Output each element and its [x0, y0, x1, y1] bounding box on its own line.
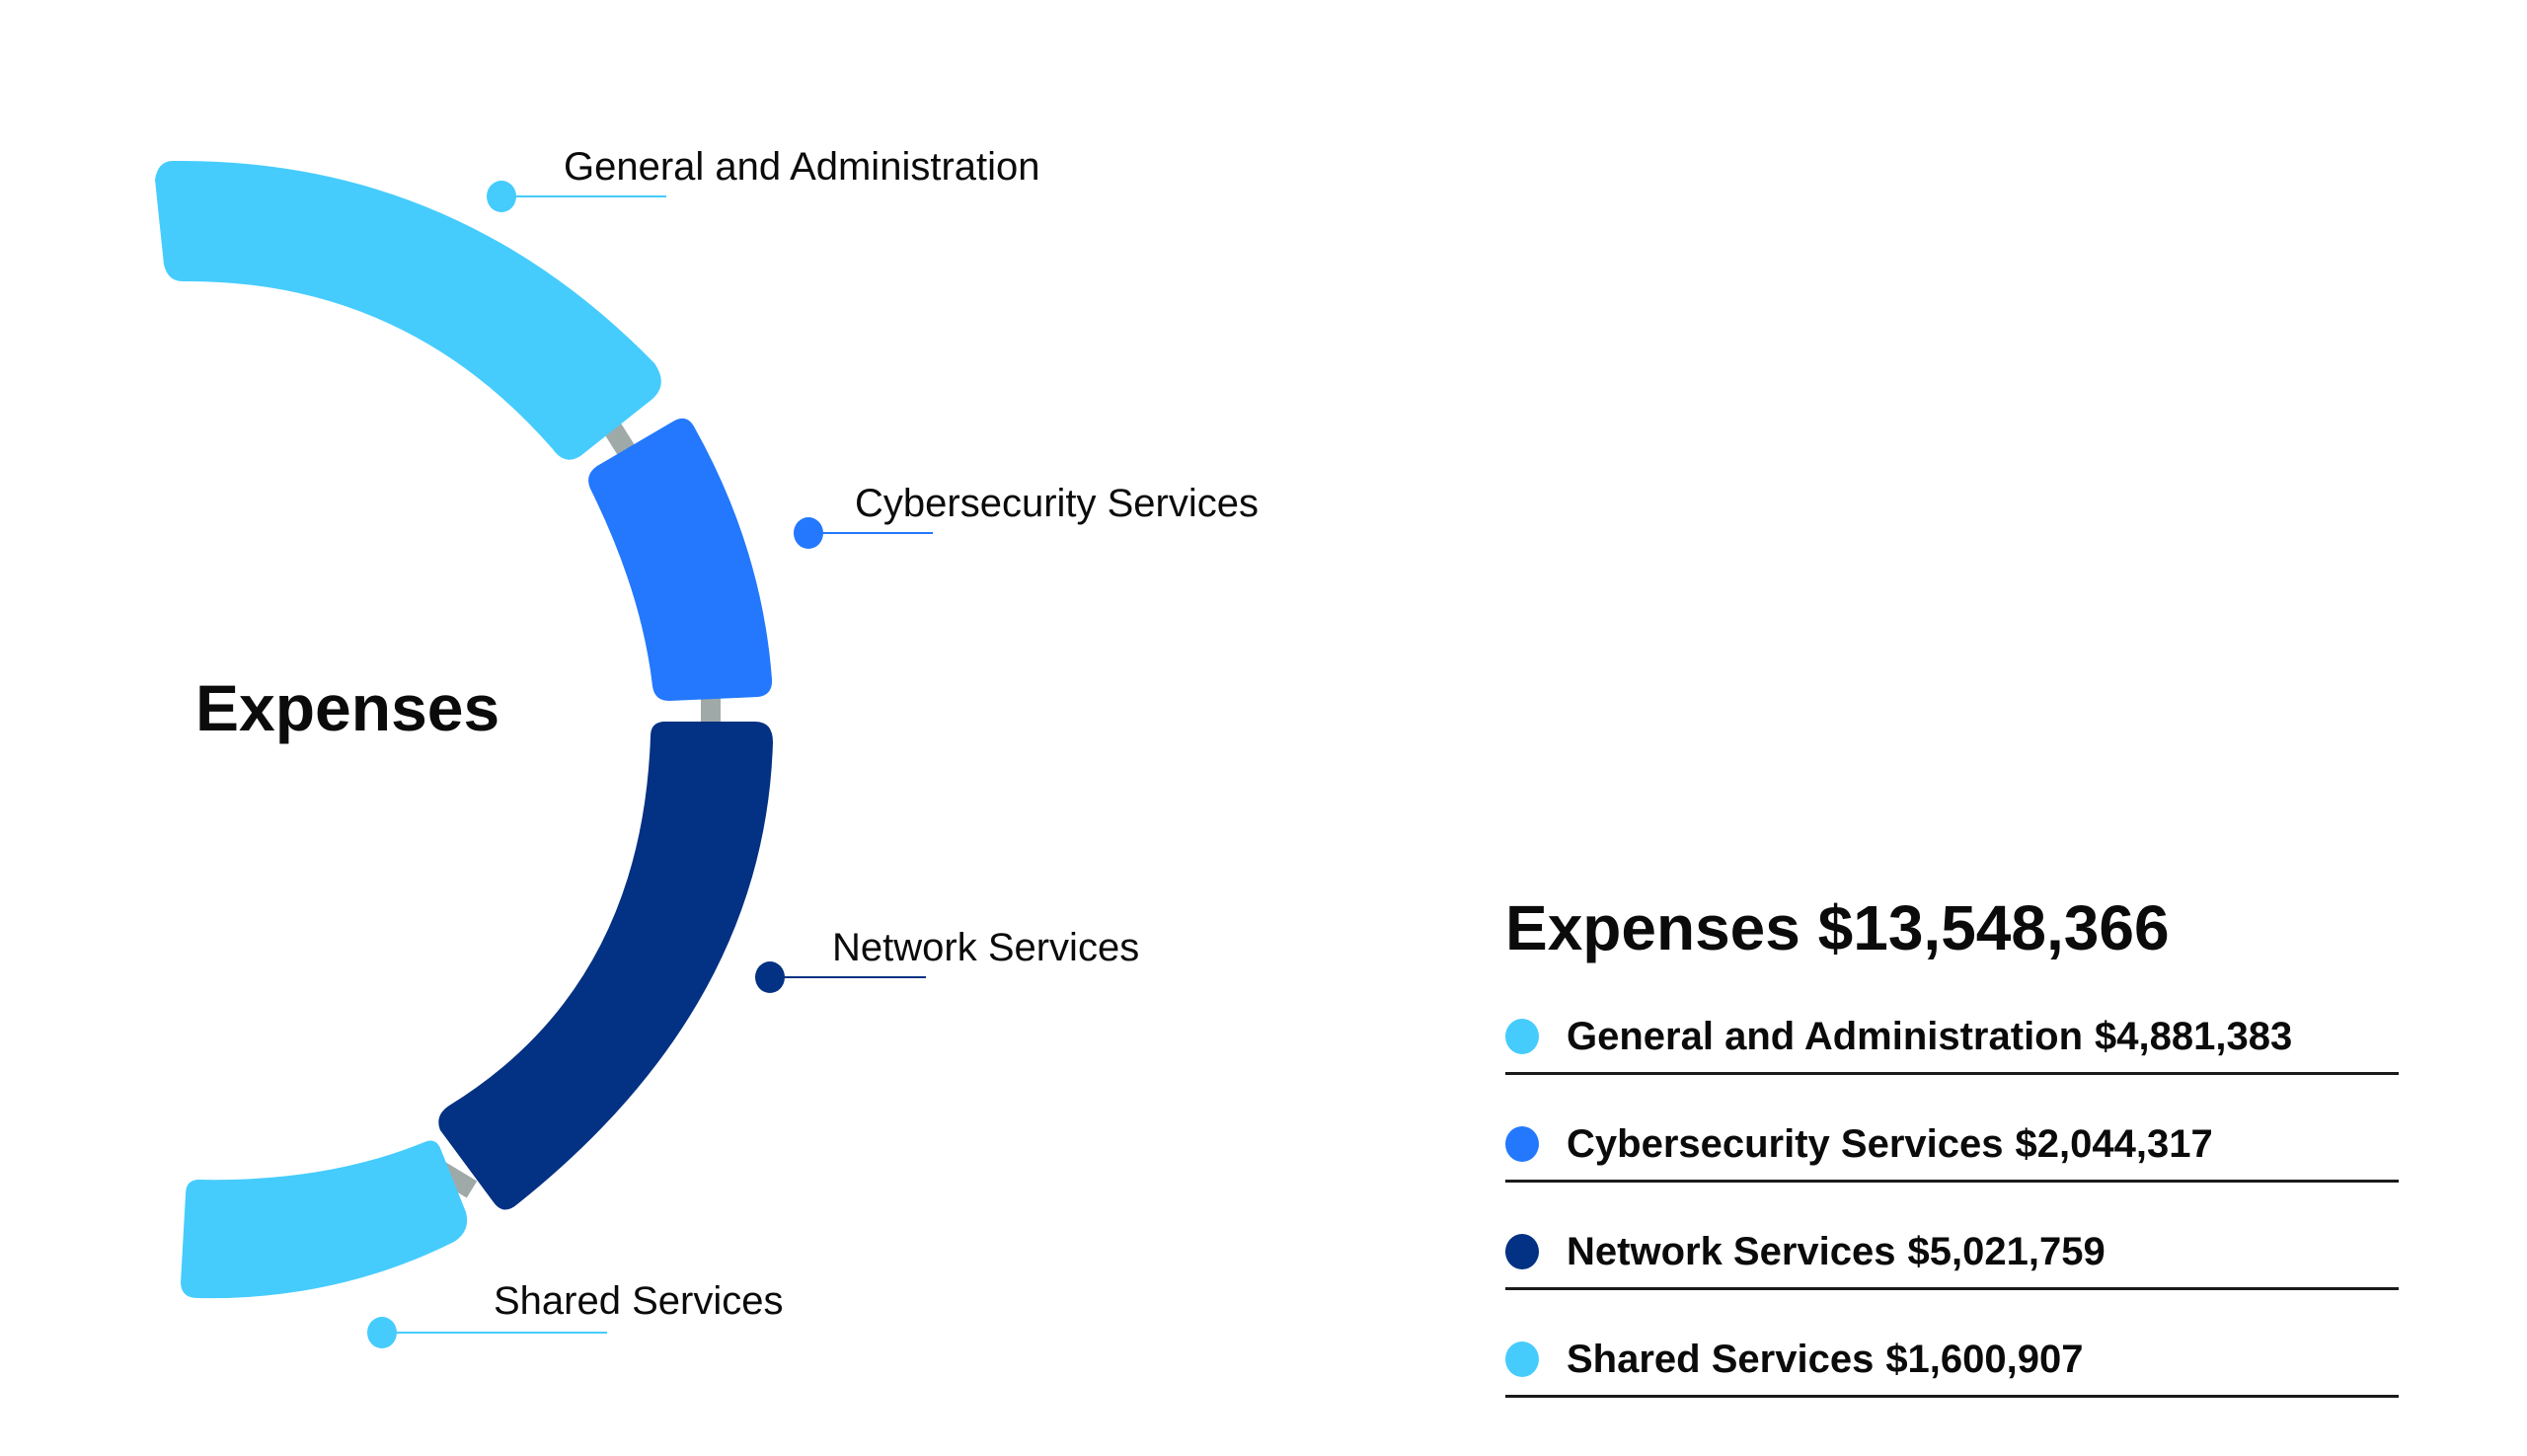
legend-item-network-services[interactable]: Network Services $5,021,759	[1505, 1216, 2399, 1290]
chart-legend: Expenses $13,548,366 General and Adminis…	[1505, 888, 2399, 1431]
legend-item-value: $5,021,759	[1907, 1229, 2106, 1273]
segment-cybersecurity-services[interactable]	[588, 418, 773, 701]
callout-dot-icon	[794, 517, 823, 549]
legend-title: Expenses $13,548,366	[1505, 892, 2170, 963]
callout-label: Shared Services	[494, 1279, 783, 1323]
legend-item-value: $2,044,317	[2015, 1121, 2213, 1166]
callout-shared-services: Shared Services	[367, 1279, 783, 1348]
legend-item-value: $4,881,383	[2095, 1014, 2293, 1058]
legend-item-label: Shared Services	[1567, 1337, 1875, 1381]
segment-general-administration[interactable]	[155, 160, 661, 460]
legend-item-value: $1,600,907	[1885, 1337, 2084, 1381]
callout-dot-icon	[367, 1317, 397, 1348]
callout-label: Network Services	[832, 926, 1139, 969]
callout-dot-icon	[487, 181, 516, 212]
legend-item-cybersecurity-services[interactable]: Cybersecurity Services $2,044,317	[1505, 1109, 2399, 1183]
legend-item-shared-services[interactable]: Shared Services $1,600,907	[1505, 1324, 2399, 1398]
legend-item-text: Cybersecurity Services $2,044,317	[1567, 1122, 2225, 1167]
legend-dot-icon	[1505, 1019, 1539, 1054]
legend-dot-icon	[1505, 1341, 1539, 1377]
segment-shared-services[interactable]	[181, 1140, 468, 1299]
callout-cybersecurity-services: Cybersecurity Services	[794, 482, 1259, 549]
legend-dot-icon	[1505, 1126, 1539, 1162]
legend-item-general-administration[interactable]: General and Administration $4,881,383	[1505, 1001, 2399, 1075]
legend-item-text: Shared Services $1,600,907	[1567, 1338, 2096, 1382]
callout-label: Cybersecurity Services	[855, 482, 1259, 525]
callout-dot-icon	[755, 961, 785, 993]
legend-item-label: Cybersecurity Services	[1567, 1121, 2004, 1166]
legend-dot-icon	[1505, 1234, 1539, 1269]
chart-center-title: Expenses	[195, 671, 499, 744]
segment-network-services[interactable]	[438, 722, 773, 1210]
legend-item-text: Network Services $5,021,759	[1567, 1230, 2117, 1274]
callout-label: General and Administration	[564, 145, 1040, 189]
legend-item-label: Network Services	[1567, 1229, 1896, 1273]
legend-item-label: General and Administration	[1567, 1014, 2084, 1058]
callout-general-administration: General and Administration	[487, 145, 1040, 212]
callout-network-services: Network Services	[755, 926, 1139, 993]
legend-item-text: General and Administration $4,881,383	[1567, 1015, 2304, 1059]
